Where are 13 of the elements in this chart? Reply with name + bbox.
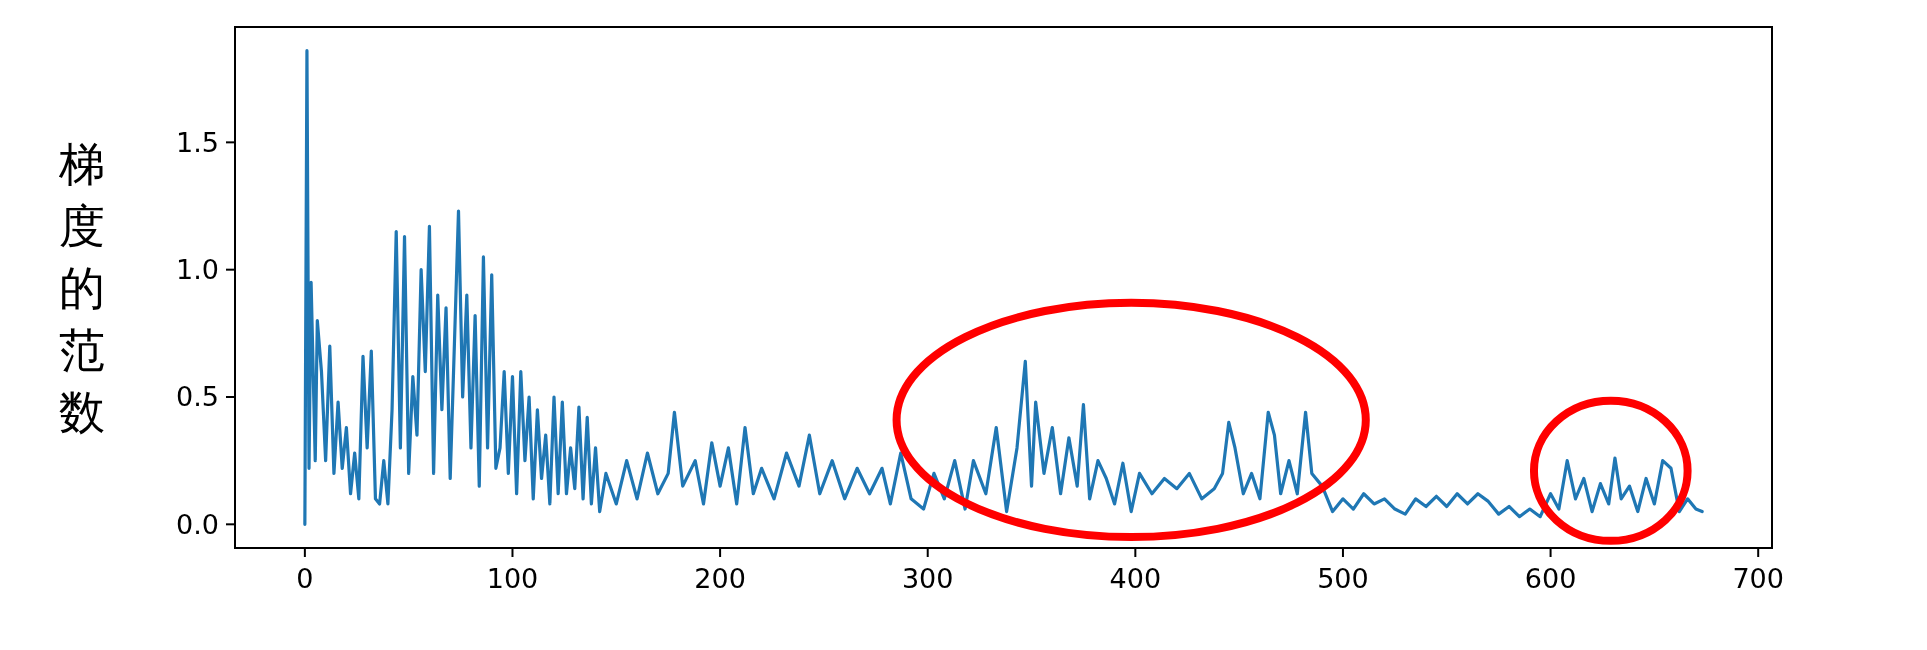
ylabel: 梯度的范数 xyxy=(59,136,105,439)
x-tick-label: 500 xyxy=(1317,563,1369,594)
x-tick-label: 100 xyxy=(486,563,539,594)
x-tick-label: 400 xyxy=(1109,563,1162,594)
x-tick-label: 700 xyxy=(1732,563,1784,594)
x-tick-label: 200 xyxy=(694,563,746,594)
y-tick-label: 0.0 xyxy=(176,508,219,540)
y-tick-label: 1.5 xyxy=(176,126,219,158)
y-tick-label: 0.5 xyxy=(176,381,219,413)
y-tick-label: 1.0 xyxy=(176,254,219,286)
x-tick-label: 300 xyxy=(901,563,954,594)
x-tick-label: 600 xyxy=(1524,563,1577,594)
x-tick-label: 0 xyxy=(296,563,314,594)
